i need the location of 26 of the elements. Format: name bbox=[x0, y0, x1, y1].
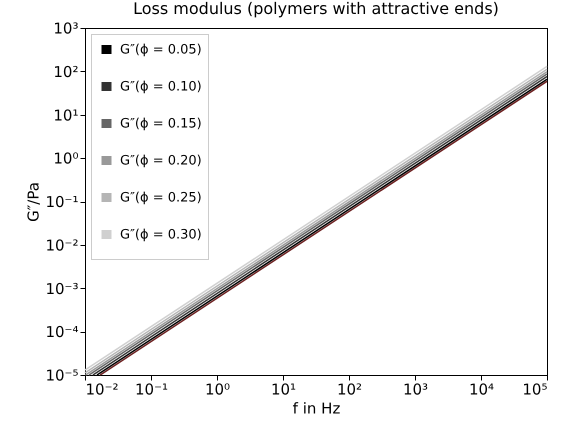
x-tick-label: 10⁵ bbox=[522, 380, 548, 398]
legend-label: G″(ϕ = 0.25) bbox=[120, 190, 202, 206]
y-tick-label: 10⁻³ bbox=[45, 280, 78, 298]
y-tick-label: 10¹ bbox=[53, 106, 78, 124]
y-tick-label: 10⁻² bbox=[45, 236, 78, 254]
legend-label: G″(ϕ = 0.05) bbox=[120, 42, 202, 58]
x-tick-label: 10⁻² bbox=[86, 380, 119, 398]
x-tick-label: 10⁻¹ bbox=[134, 380, 168, 398]
chart-title: Loss modulus (polymers with attractive ends) bbox=[133, 0, 499, 18]
x-tick-label: 10² bbox=[336, 380, 362, 398]
y-tick-label: 10⁻⁴ bbox=[45, 323, 78, 342]
x-tick-label: 10⁰ bbox=[204, 380, 230, 398]
x-tick-label: 10¹ bbox=[270, 380, 296, 398]
legend-label: G″(ϕ = 0.20) bbox=[120, 154, 202, 168]
y-tick-label: 10² bbox=[53, 62, 78, 81]
x-tick-label: 10³ bbox=[402, 380, 428, 398]
legend-label: G″(ϕ = 0.30) bbox=[120, 228, 202, 242]
y-axis-title: G″/Pa bbox=[24, 182, 42, 222]
legend-label: G″(ϕ = 0.15) bbox=[120, 116, 202, 132]
y-tick-label: 10³ bbox=[53, 20, 78, 38]
x-axis-title: f in Hz bbox=[292, 400, 340, 418]
y-tick-label: 10⁻⁵ bbox=[45, 366, 78, 384]
y-tick-label: 10⁰ bbox=[53, 150, 78, 168]
y-tick-label: 10⁻¹ bbox=[45, 193, 78, 211]
legend-label: G″(ϕ = 0.10) bbox=[120, 80, 202, 94]
x-tick-label: 10⁴ bbox=[468, 380, 494, 398]
